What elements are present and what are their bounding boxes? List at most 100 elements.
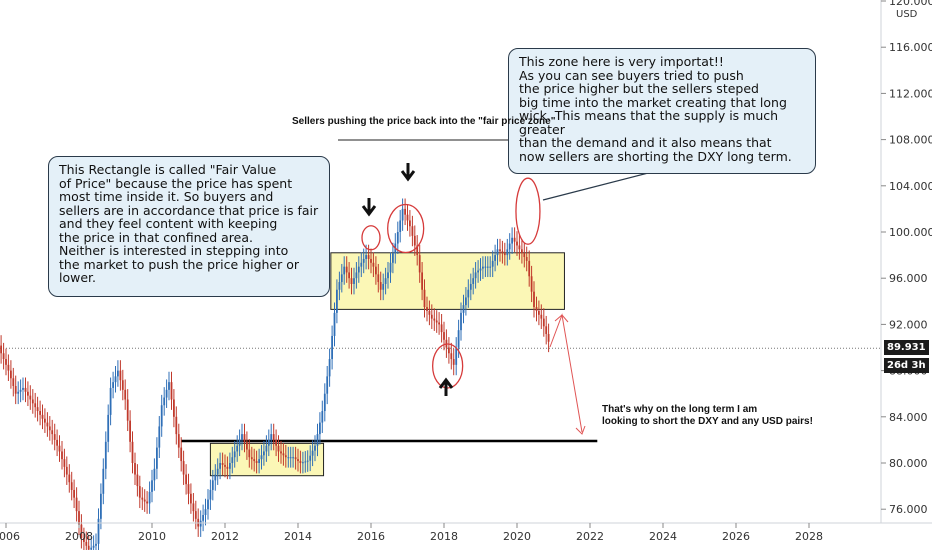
candle-body — [246, 441, 248, 450]
candle-body — [253, 459, 256, 462]
candle-body — [350, 278, 353, 284]
candle-body — [533, 291, 535, 308]
candle-body — [119, 370, 122, 381]
last-price-label: 89.931 — [884, 340, 929, 355]
y-tick-label: 112.000 — [889, 87, 932, 100]
candle-body — [506, 249, 509, 256]
candle-body — [440, 324, 443, 333]
candle-body — [36, 407, 39, 412]
fair-value-zone — [330, 252, 565, 310]
candle-body — [469, 283, 472, 290]
candle-body — [75, 497, 78, 512]
candle-body — [535, 307, 538, 311]
candle-body — [428, 310, 431, 315]
y-tick-label: 120.000 — [889, 0, 932, 8]
candle-body — [482, 266, 484, 269]
candle-body — [219, 463, 221, 469]
candle-body — [78, 511, 80, 525]
x-tick-label: 2006 — [0, 530, 20, 543]
candle-body — [309, 455, 312, 461]
candle-body — [491, 260, 494, 267]
candle-body — [0, 345, 2, 354]
y-tick-label: 96.000 — [889, 272, 928, 285]
candle-body — [540, 314, 543, 319]
x-tick-label: 2026 — [722, 530, 750, 543]
candle-body — [185, 474, 187, 485]
candle-body — [401, 208, 404, 221]
candle-body — [29, 395, 32, 400]
candle-body — [525, 257, 528, 261]
candle-body — [404, 208, 406, 215]
candle-body — [124, 389, 127, 400]
candle-body — [170, 382, 173, 400]
candle-body — [263, 451, 265, 456]
x-tick-label: 2008 — [65, 530, 93, 543]
candle-body — [143, 499, 146, 502]
candle-body — [423, 289, 426, 308]
candle-body — [56, 439, 58, 446]
candle-body — [229, 463, 231, 469]
candle-body — [494, 255, 496, 261]
candle-body — [340, 274, 343, 283]
candle-body — [58, 445, 61, 452]
candle-body — [328, 359, 331, 377]
candle-body — [299, 461, 302, 463]
candle-body — [396, 232, 399, 244]
candle-body — [248, 449, 251, 458]
candle-body — [530, 276, 533, 292]
candle-body — [343, 266, 346, 275]
candle-body — [287, 457, 290, 459]
candle-body — [224, 464, 226, 467]
candle-body — [17, 391, 20, 394]
candle-body — [27, 391, 29, 396]
projection-path — [549, 313, 583, 433]
candle-body — [10, 370, 12, 379]
x-tick-label: 2018 — [430, 530, 458, 543]
candle-body — [333, 312, 336, 336]
candle-body — [355, 272, 358, 279]
candle-body — [452, 359, 455, 365]
candle-body — [365, 255, 367, 259]
candle-body — [379, 282, 382, 290]
arrow-down-2017-head — [400, 170, 416, 182]
candle-body — [518, 245, 521, 250]
candle-body — [465, 297, 467, 306]
candle-body — [70, 482, 73, 490]
candle-body — [153, 468, 156, 481]
candle-body — [443, 332, 445, 340]
candle-body — [357, 266, 360, 273]
candle-body — [545, 326, 548, 335]
candle-body — [474, 272, 477, 279]
candle-body — [68, 474, 71, 483]
candle-body — [499, 249, 501, 252]
candle-body — [158, 426, 161, 448]
candle-body — [311, 450, 314, 456]
candle-body — [496, 249, 499, 256]
candle-body — [95, 543, 97, 546]
candle-body — [180, 447, 183, 462]
candle-body — [14, 386, 17, 394]
candle-body — [97, 518, 100, 544]
candle-body — [136, 474, 139, 487]
candle-body — [511, 237, 513, 244]
candle-body — [138, 486, 141, 498]
candle-body — [267, 439, 270, 446]
candle-body — [477, 270, 479, 273]
candle-body — [409, 220, 411, 227]
candle-body — [102, 468, 105, 494]
y-tick-label: 80.000 — [889, 457, 928, 470]
candle-body — [192, 503, 195, 512]
candle-body — [48, 426, 51, 431]
arrow-down-2016-head — [361, 205, 377, 217]
candle-body — [34, 403, 37, 408]
candle-body — [117, 370, 119, 377]
candle-body — [238, 439, 241, 446]
candle-body — [2, 353, 5, 360]
candle-body — [250, 457, 253, 460]
candle-body — [90, 547, 93, 550]
callout-fair-value: This Rectangle is called "Fair Value of … — [48, 156, 330, 297]
candle-body — [435, 320, 438, 323]
candle-body — [53, 434, 56, 440]
y-tick-label: 92.000 — [889, 318, 928, 331]
